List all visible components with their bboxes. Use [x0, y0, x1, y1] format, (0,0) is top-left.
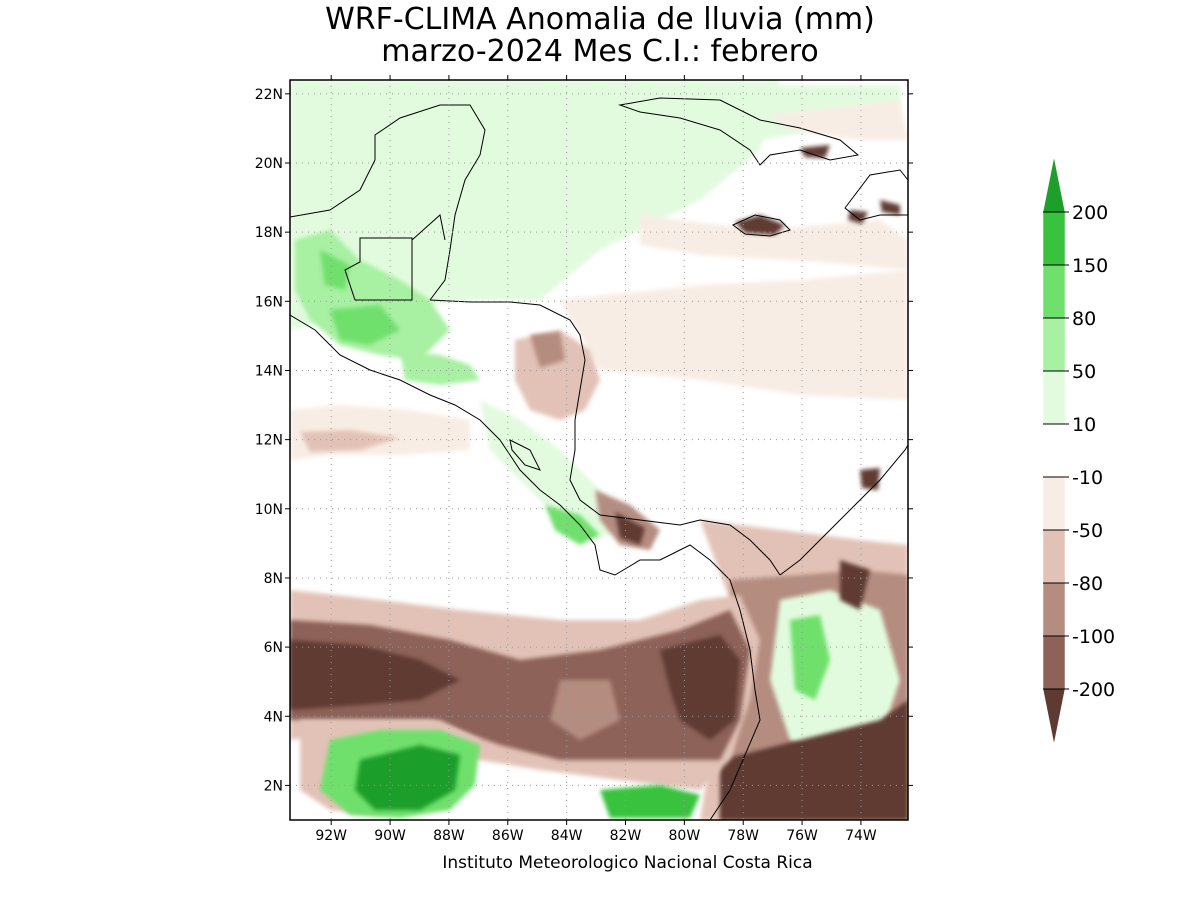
colorbar-label: 200 [1072, 202, 1108, 224]
colorbar-segment [1043, 371, 1065, 424]
lon-tick-label: 80W [669, 828, 701, 844]
colorbar-label: 10 [1072, 414, 1096, 436]
lon-tick-label: 78W [727, 828, 759, 844]
latitude-labels: 22N 20N 18N 16N 14N 12N 10N 8N 6N 4N 2N [255, 87, 283, 795]
colorbar: 200 150 80 50 10 -10 -50 -80 -100 -200 [1042, 156, 1115, 745]
lat-tick-label: 14N [255, 363, 283, 379]
colorbar-bottom-arrow [1043, 689, 1065, 744]
map-subtitle: marzo-2024 Mes C.I.: febrero [381, 34, 819, 69]
colorbar-label: 50 [1072, 361, 1096, 383]
lon-tick-label: 90W [374, 828, 406, 844]
lon-tick-label: 88W [433, 828, 465, 844]
colorbar-segment [1043, 212, 1065, 265]
lat-tick-label: 20N [255, 156, 283, 172]
lon-tick-label: 84W [551, 828, 583, 844]
lon-tick-label: 76W [786, 828, 818, 844]
lat-tick-label: 18N [255, 225, 283, 241]
colorbar-segment [1043, 265, 1065, 318]
axis-ticks [285, 75, 913, 825]
lat-tick-label: 10N [255, 502, 283, 518]
lat-tick-label: 8N [264, 571, 283, 587]
colorbar-label: -50 [1072, 520, 1103, 542]
lon-tick-label: 74W [845, 828, 877, 844]
colorbar-segment [1043, 477, 1065, 530]
lat-tick-label: 6N [264, 640, 283, 656]
colorbar-top-arrow [1043, 157, 1065, 212]
credit-text: Instituto Meteorologico Nacional Costa R… [442, 853, 813, 873]
map-frame [289, 79, 909, 821]
lat-tick-label: 16N [255, 294, 283, 310]
lon-tick-label: 86W [492, 828, 524, 844]
lon-tick-label: 82W [610, 828, 642, 844]
map-title: WRF-CLIMA Anomalia de lluvia (mm) [325, 2, 875, 37]
colorbar-segment [1043, 636, 1065, 689]
colorbar-segment [1043, 583, 1065, 636]
coastlines [290, 97, 908, 820]
graticule [290, 80, 908, 820]
colorbar-label: -200 [1072, 679, 1115, 701]
colorbar-segment [1043, 318, 1065, 371]
anomaly-field [290, 80, 908, 820]
colorbar-label: -80 [1072, 573, 1103, 595]
colorbar-label: -10 [1072, 467, 1103, 489]
colorbar-segment [1043, 424, 1065, 477]
lat-tick-label: 2N [264, 778, 283, 794]
lat-tick-label: 12N [255, 433, 283, 449]
colorbar-label: 150 [1072, 255, 1108, 277]
colorbar-label: 80 [1072, 308, 1096, 330]
colorbar-segment [1043, 530, 1065, 583]
longitude-labels: 92W 90W 88W 86W 84W 82W 80W 78W 76W 74W [315, 828, 877, 844]
colorbar-label: -100 [1072, 626, 1115, 648]
lat-tick-label: 4N [264, 709, 283, 725]
lon-tick-label: 92W [315, 828, 347, 844]
lat-tick-label: 22N [255, 87, 283, 103]
